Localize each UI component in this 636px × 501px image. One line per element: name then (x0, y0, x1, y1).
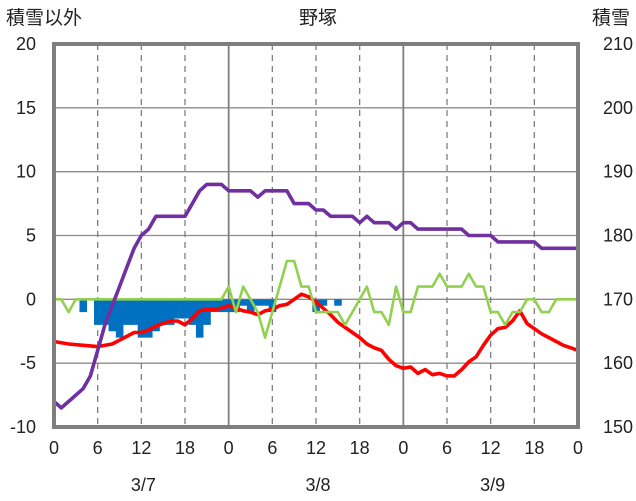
bar (174, 299, 182, 319)
x-tick-label: 6 (93, 438, 103, 458)
series-line-3 (52, 182, 578, 410)
bar (203, 299, 211, 325)
line-series (52, 182, 579, 410)
bar (159, 299, 168, 325)
bar (334, 299, 342, 306)
bar (137, 299, 146, 338)
x-tick-label: 6 (442, 438, 452, 458)
x-tick-label: 12 (131, 438, 151, 458)
bar (217, 299, 226, 313)
x-axis-ticks: 0 6 12 18 0 6 12 18 0 6 12 18 0 (49, 438, 583, 458)
date-labels: 3/7 3/8 3/9 (131, 475, 505, 495)
bar (210, 299, 219, 313)
x-tick-label: 18 (350, 438, 370, 458)
blue-bar-series (79, 299, 342, 338)
left-tick-label: 0 (26, 289, 36, 309)
bar (130, 299, 138, 325)
x-tick-label: 0 (398, 438, 408, 458)
left-tick-label: 10 (16, 162, 36, 182)
left-tick-label: 5 (26, 226, 36, 246)
left-tick-label: -5 (20, 353, 36, 373)
right-tick-label: 210 (603, 34, 633, 54)
right-tick-label: 150 (603, 417, 633, 437)
vertical-gridlines (97, 44, 535, 427)
date-label: 3/7 (131, 475, 156, 495)
bar (181, 299, 189, 319)
bar (254, 299, 262, 306)
bar (108, 299, 117, 332)
bar (166, 299, 175, 325)
right-axis-ticks: 210 200 190 180 170 160 150 (603, 34, 633, 437)
left-tick-label: 15 (16, 98, 36, 118)
bar (268, 299, 277, 313)
right-axis-label: 積雪 (592, 7, 630, 29)
date-label: 3/8 (305, 475, 330, 495)
series-line-1 (53, 292, 579, 378)
x-tick-label: 0 (573, 438, 583, 458)
bar (123, 299, 131, 325)
left-tick-label: 20 (16, 34, 36, 54)
bar (261, 299, 269, 306)
bar (319, 299, 328, 306)
right-tick-label: 170 (603, 289, 633, 309)
series-line-2 (54, 259, 578, 339)
right-tick-label: 160 (603, 353, 633, 373)
bar (232, 299, 240, 313)
x-tick-label: 6 (267, 438, 277, 458)
x-tick-label: 0 (224, 438, 234, 458)
date-label: 3/9 (480, 475, 505, 495)
plot-frame (52, 42, 580, 429)
right-tick-label: 180 (603, 226, 633, 246)
left-axis-ticks: 20 15 10 5 0 -5 -10 (10, 34, 36, 437)
x-tick-label: 0 (49, 438, 59, 458)
bar (94, 299, 102, 325)
bar (101, 299, 109, 325)
x-tick-label: 18 (524, 438, 544, 458)
bar (144, 299, 153, 338)
bar (79, 299, 88, 313)
bar (115, 299, 124, 338)
x-tick-label: 18 (175, 438, 195, 458)
right-tick-label: 200 (603, 98, 633, 118)
x-tick-label: 12 (481, 438, 501, 458)
bar (239, 299, 248, 306)
bar (312, 299, 320, 313)
left-tick-label: -10 (10, 417, 36, 437)
bar (152, 299, 160, 332)
chart-title: 野塚 (299, 7, 337, 29)
plot-area (52, 42, 580, 429)
bar (188, 299, 197, 325)
right-tick-label: 190 (603, 162, 633, 182)
bar (246, 299, 255, 313)
x-tick-label: 12 (306, 438, 326, 458)
bar (195, 299, 204, 338)
left-axis-label: 積雪以外 (6, 7, 82, 29)
